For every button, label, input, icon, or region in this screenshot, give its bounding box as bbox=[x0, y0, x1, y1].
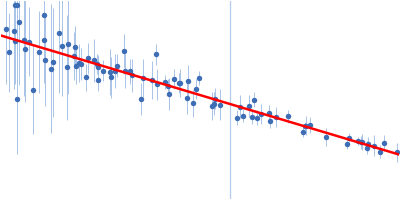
Point bbox=[78, 62, 84, 66]
Point bbox=[175, 81, 182, 85]
Point bbox=[234, 116, 240, 119]
Point bbox=[189, 102, 196, 105]
Point bbox=[184, 96, 190, 100]
Point bbox=[30, 88, 36, 91]
Point bbox=[41, 39, 47, 42]
Point bbox=[56, 31, 63, 34]
Point bbox=[14, 4, 20, 7]
Point bbox=[12, 4, 18, 7]
Point bbox=[82, 76, 89, 79]
Point bbox=[364, 143, 371, 146]
Point bbox=[94, 65, 101, 69]
Point bbox=[50, 61, 56, 64]
Point bbox=[21, 39, 27, 42]
Point bbox=[303, 124, 309, 127]
Point bbox=[64, 66, 70, 69]
Point bbox=[58, 45, 65, 48]
Point bbox=[322, 136, 329, 139]
Point bbox=[3, 27, 9, 31]
Point bbox=[73, 64, 80, 67]
Point bbox=[196, 77, 202, 80]
Point bbox=[42, 59, 48, 62]
Point bbox=[380, 141, 387, 145]
Point bbox=[36, 50, 42, 53]
Point bbox=[216, 103, 223, 106]
Point bbox=[240, 114, 246, 117]
Point bbox=[192, 88, 199, 91]
Point bbox=[127, 70, 133, 73]
Point bbox=[138, 97, 144, 100]
Point bbox=[149, 78, 155, 82]
Point bbox=[164, 84, 171, 87]
Point bbox=[65, 43, 72, 46]
Point bbox=[171, 77, 177, 80]
Point bbox=[41, 14, 48, 17]
Point bbox=[211, 102, 218, 105]
Point bbox=[166, 93, 172, 96]
Point bbox=[302, 124, 308, 127]
Point bbox=[108, 76, 114, 79]
Point bbox=[162, 81, 168, 84]
Point bbox=[152, 53, 159, 56]
Point bbox=[26, 40, 32, 44]
Point bbox=[85, 57, 92, 60]
Point bbox=[72, 45, 78, 48]
Point bbox=[355, 140, 362, 143]
Point bbox=[284, 115, 291, 118]
Point bbox=[112, 70, 118, 73]
Point bbox=[300, 130, 306, 133]
Point bbox=[394, 151, 400, 154]
Point bbox=[14, 97, 20, 100]
Point bbox=[70, 55, 77, 58]
Point bbox=[370, 144, 377, 147]
Point bbox=[94, 62, 100, 66]
Point bbox=[11, 30, 17, 33]
Point bbox=[209, 104, 215, 108]
Point bbox=[267, 119, 273, 122]
Point bbox=[12, 39, 18, 42]
Point bbox=[344, 142, 350, 145]
Point bbox=[107, 70, 113, 74]
Point bbox=[48, 67, 54, 70]
Point bbox=[307, 123, 313, 127]
Point bbox=[358, 140, 365, 144]
Point bbox=[176, 81, 183, 85]
Point bbox=[5, 51, 12, 54]
Point bbox=[266, 111, 272, 114]
Point bbox=[90, 59, 97, 62]
Point bbox=[254, 116, 260, 119]
Point bbox=[154, 83, 160, 86]
Point bbox=[129, 74, 135, 77]
Point bbox=[22, 48, 28, 51]
Point bbox=[100, 69, 106, 72]
Point bbox=[212, 97, 218, 100]
Point bbox=[16, 21, 22, 24]
Point bbox=[358, 141, 365, 144]
Point bbox=[273, 115, 279, 118]
Point bbox=[113, 64, 120, 67]
Point bbox=[120, 50, 127, 53]
Point bbox=[250, 98, 257, 101]
Point bbox=[122, 69, 128, 72]
Point bbox=[364, 146, 370, 149]
Point bbox=[249, 116, 255, 119]
Point bbox=[76, 61, 82, 64]
Point bbox=[346, 136, 352, 139]
Point bbox=[237, 105, 243, 108]
Point bbox=[185, 79, 191, 83]
Point bbox=[95, 79, 102, 82]
Point bbox=[246, 105, 252, 108]
Point bbox=[257, 113, 264, 116]
Point bbox=[377, 150, 384, 153]
Point bbox=[140, 77, 146, 80]
